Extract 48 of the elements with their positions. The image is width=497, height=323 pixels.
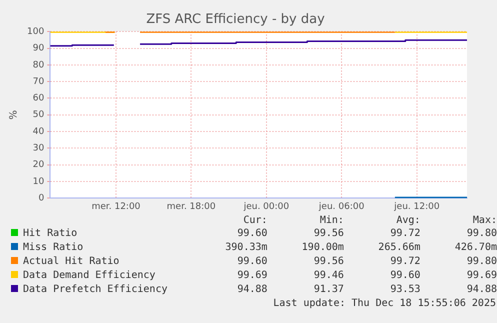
x-tick-label: jeu. 00:00 — [242, 202, 290, 212]
text: Max: — [472, 215, 497, 227]
y-tick-label: 40 — [32, 126, 44, 137]
text: 99.80 — [466, 227, 497, 241]
legend-label: Miss Ratio — [22, 241, 84, 255]
y-tick-label: 20 — [32, 160, 44, 170]
text: 94.88 — [236, 283, 268, 297]
text: 265.66m — [377, 241, 420, 255]
text: Cur: — [242, 215, 268, 227]
text: Min: — [318, 215, 344, 227]
y-tick-label: 30 — [32, 144, 44, 154]
legend-label: Data Demand Efficiency — [22, 269, 156, 283]
text: 99.60 — [389, 269, 420, 283]
text: 99.72 — [389, 255, 420, 269]
text: Avg: — [395, 215, 420, 227]
y-tick-label: 100 — [26, 26, 44, 37]
x-tick-label: jeu. 06:00 — [318, 202, 365, 212]
y-tick-label: 60 — [32, 94, 44, 104]
legend-label: Actual Hit Ratio — [22, 255, 120, 269]
text: 99.46 — [312, 269, 344, 283]
text: 99.60 — [236, 255, 268, 269]
text: 99.69 — [236, 269, 268, 283]
text: 99.80 — [466, 255, 497, 269]
text: 99.72 — [389, 227, 420, 241]
text: 99.60 — [236, 227, 268, 241]
y-tick-label: 80 — [32, 60, 44, 70]
text: 94.88 — [466, 283, 497, 297]
text: 93.53 — [389, 283, 420, 297]
text: Last update: Thu Dec 18 15:55:06 2025 — [272, 297, 497, 311]
legend-label: Hit Ratio — [22, 227, 78, 241]
y-tick-label: 50 — [32, 110, 44, 120]
x-tick-label: mer. 18:00 — [166, 202, 216, 212]
y-tick-label: 10 — [32, 176, 44, 187]
x-tick-label: jeu. 12:00 — [393, 202, 440, 212]
text: 426.70m — [454, 241, 497, 255]
legend-label: Data Prefetch Efficiency — [22, 283, 168, 297]
y-tick-label: 70 — [32, 76, 44, 87]
text: 91.37 — [312, 283, 344, 297]
text: 190.00m — [300, 241, 344, 255]
text: 99.69 — [466, 269, 497, 283]
text: 390.33m — [224, 241, 268, 255]
chart-title: ZFS ARC Efficiency - by day — [146, 12, 326, 28]
y-tick-label: 90 — [32, 44, 44, 54]
text: 99.56 — [312, 227, 344, 241]
y-axis-title: % — [8, 110, 20, 120]
x-tick-label: mer. 12:00 — [92, 202, 141, 212]
y-tick-label: 0 — [38, 194, 44, 204]
text: 99.56 — [312, 255, 344, 269]
